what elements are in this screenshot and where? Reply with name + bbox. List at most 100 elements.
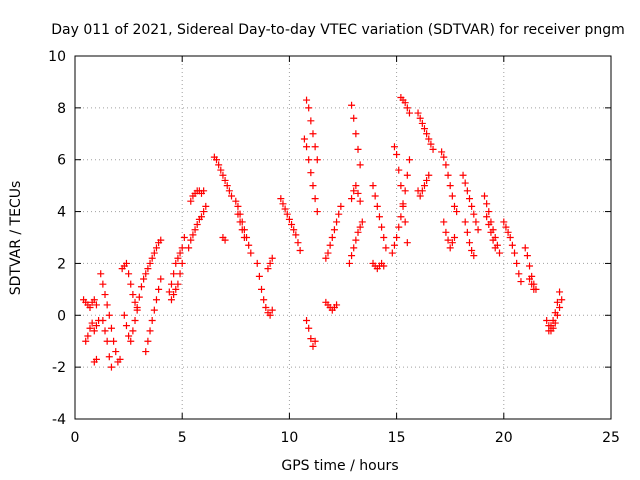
data-point bbox=[483, 213, 491, 221]
data-point bbox=[157, 236, 165, 244]
data-point bbox=[425, 135, 433, 143]
data-point bbox=[348, 252, 356, 260]
data-point bbox=[521, 244, 529, 252]
data-point bbox=[131, 298, 139, 306]
data-point bbox=[234, 202, 242, 210]
data-point bbox=[450, 234, 458, 241]
data-point bbox=[388, 249, 396, 257]
data-point bbox=[461, 218, 469, 226]
data-point bbox=[528, 280, 536, 288]
data-point bbox=[105, 353, 113, 361]
data-point bbox=[378, 223, 386, 231]
data-point bbox=[429, 145, 437, 153]
data-point bbox=[414, 109, 422, 117]
data-point bbox=[307, 117, 315, 125]
data-point bbox=[390, 143, 398, 151]
data-point bbox=[155, 285, 163, 293]
plot-frame bbox=[74, 55, 612, 420]
data-point bbox=[446, 244, 454, 252]
data-point bbox=[515, 270, 523, 278]
data-point bbox=[401, 218, 409, 226]
data-point bbox=[397, 213, 405, 221]
data-point bbox=[427, 140, 435, 148]
data-point bbox=[260, 296, 268, 304]
data-point bbox=[393, 234, 401, 241]
x-tick-label: 0 bbox=[71, 430, 80, 446]
data-point bbox=[401, 187, 409, 195]
data-point bbox=[418, 187, 426, 195]
data-point bbox=[382, 244, 390, 252]
data-point bbox=[423, 130, 431, 138]
data-point bbox=[264, 265, 272, 273]
data-point bbox=[420, 125, 428, 133]
data-point bbox=[470, 210, 478, 218]
y-axis-label: SDTVAR / TECUs bbox=[8, 181, 24, 296]
data-point bbox=[152, 296, 160, 304]
data-point bbox=[309, 342, 317, 350]
data-point bbox=[502, 223, 510, 231]
data-point bbox=[395, 166, 403, 174]
data-point bbox=[240, 234, 248, 241]
data-point bbox=[92, 355, 100, 363]
data-point bbox=[307, 169, 315, 177]
data-point bbox=[137, 283, 145, 291]
data-point bbox=[345, 259, 353, 267]
data-point bbox=[217, 166, 225, 174]
data-point bbox=[127, 337, 135, 345]
data-point bbox=[221, 236, 229, 244]
data-point bbox=[416, 114, 424, 122]
data-point bbox=[463, 228, 471, 236]
data-point bbox=[107, 363, 115, 371]
data-point bbox=[266, 311, 274, 319]
data-point bbox=[303, 316, 311, 324]
data-point bbox=[335, 210, 343, 218]
data-point bbox=[463, 187, 471, 195]
data-point bbox=[393, 151, 401, 159]
data-point bbox=[281, 205, 289, 213]
data-point bbox=[442, 161, 450, 169]
y-tick-label: 6 bbox=[57, 153, 66, 169]
data-point bbox=[311, 337, 319, 345]
data-point bbox=[380, 262, 388, 270]
data-point bbox=[337, 202, 345, 210]
data-point bbox=[416, 192, 424, 200]
data-point bbox=[97, 270, 105, 278]
data-points bbox=[80, 93, 566, 371]
data-point bbox=[144, 265, 152, 273]
data-point bbox=[86, 324, 94, 332]
data-point bbox=[290, 226, 298, 234]
data-point bbox=[504, 228, 512, 236]
data-point bbox=[461, 179, 469, 187]
data-point bbox=[200, 208, 208, 216]
data-point bbox=[176, 249, 184, 257]
data-point bbox=[446, 182, 454, 190]
data-point bbox=[82, 337, 90, 345]
x-tick-label: 20 bbox=[495, 430, 513, 446]
grid-layer bbox=[75, 56, 611, 419]
data-point bbox=[305, 104, 313, 112]
data-point bbox=[500, 218, 508, 226]
data-point bbox=[176, 270, 184, 278]
data-point bbox=[558, 296, 566, 304]
data-point bbox=[172, 259, 180, 267]
data-point bbox=[556, 304, 564, 312]
data-point bbox=[283, 210, 291, 218]
data-point bbox=[356, 197, 364, 205]
data-point bbox=[313, 208, 321, 216]
y-tick-label: 8 bbox=[57, 101, 66, 117]
data-point bbox=[453, 208, 461, 216]
data-point bbox=[305, 156, 313, 164]
data-point bbox=[450, 202, 458, 210]
data-point bbox=[292, 231, 300, 239]
data-point bbox=[328, 234, 336, 241]
data-point bbox=[202, 202, 210, 210]
data-point bbox=[547, 322, 555, 330]
data-point bbox=[300, 135, 308, 143]
data-point bbox=[405, 156, 413, 164]
data-point bbox=[120, 311, 128, 319]
data-point bbox=[324, 249, 332, 257]
data-point bbox=[172, 285, 180, 293]
data-point bbox=[526, 262, 534, 270]
data-point bbox=[309, 130, 317, 138]
